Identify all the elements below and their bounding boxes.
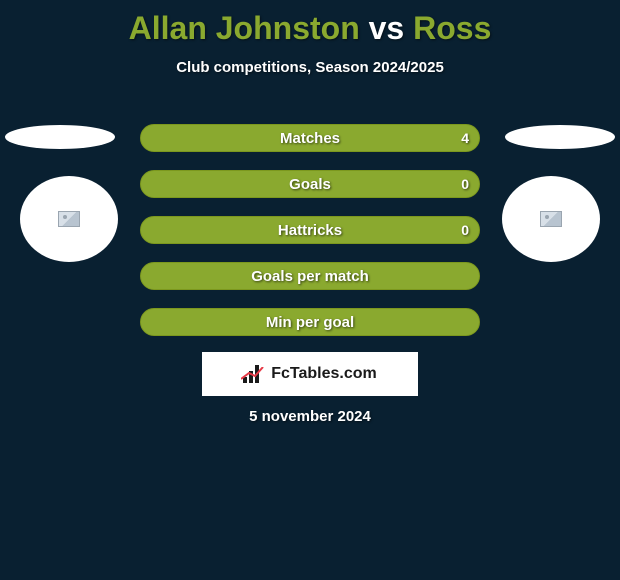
page-title: Allan Johnston vs Ross bbox=[0, 0, 620, 47]
stat-label: Goals bbox=[289, 176, 331, 193]
stat-row-goals: Goals 0 bbox=[140, 170, 480, 198]
subtitle: Club competitions, Season 2024/2025 bbox=[0, 59, 620, 76]
brand-box[interactable]: FcTables.com bbox=[202, 352, 418, 396]
player1-name: Allan Johnston bbox=[129, 10, 360, 46]
stat-row-hattricks: Hattricks 0 bbox=[140, 216, 480, 244]
stat-label: Min per goal bbox=[266, 314, 354, 331]
player1-avatar bbox=[20, 176, 118, 262]
date-text: 5 november 2024 bbox=[0, 408, 620, 425]
image-placeholder-icon bbox=[58, 211, 80, 227]
brand-text: FcTables.com bbox=[271, 365, 377, 383]
stats-column: Matches 4 Goals 0 Hattricks 0 Goals per … bbox=[140, 124, 480, 354]
stat-label: Goals per match bbox=[251, 268, 369, 285]
stat-label: Matches bbox=[280, 130, 340, 147]
player2-badge-ellipse bbox=[505, 125, 615, 149]
stat-label: Hattricks bbox=[278, 222, 342, 239]
image-placeholder-icon bbox=[540, 211, 562, 227]
player1-badge-ellipse bbox=[5, 125, 115, 149]
stat-value-right: 4 bbox=[461, 130, 469, 146]
stat-value-right: 0 bbox=[461, 222, 469, 238]
stat-value-right: 0 bbox=[461, 176, 469, 192]
player2-avatar bbox=[502, 176, 600, 262]
stat-row-matches: Matches 4 bbox=[140, 124, 480, 152]
brand-chart-icon bbox=[243, 365, 265, 383]
player2-name: Ross bbox=[413, 10, 491, 46]
stat-row-min-per-goal: Min per goal bbox=[140, 308, 480, 336]
stat-row-goals-per-match: Goals per match bbox=[140, 262, 480, 290]
vs-text: vs bbox=[369, 10, 405, 46]
